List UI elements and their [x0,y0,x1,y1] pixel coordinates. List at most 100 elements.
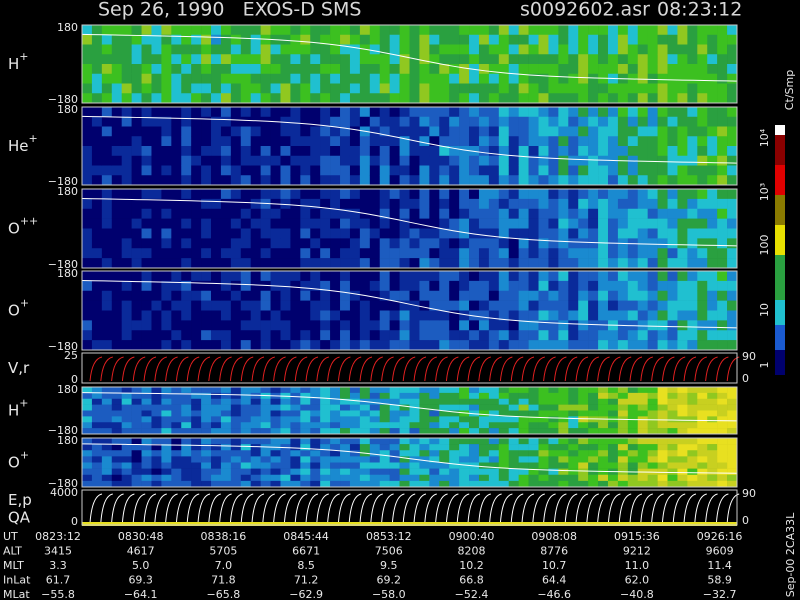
spectrogram-cell [617,54,629,65]
spectrogram-cell [82,392,93,400]
spectrogram-cell [707,54,718,65]
spectrogram-cell [171,25,182,36]
spectrogram-cell [568,280,579,292]
spectrogram-cell [121,34,132,45]
spectrogram-cell [320,198,331,210]
spectrogram-cell [469,248,480,259]
spectrogram-cell [300,480,311,488]
spectrogram-cell [647,290,658,301]
spectrogram-cell [121,228,132,239]
spectrogram-cell [439,416,450,423]
spectrogram-cell [201,320,212,331]
spectrogram-cell [359,330,371,341]
spectrogram-cell [201,300,212,311]
spectrogram-cell [121,416,132,423]
spectrogram-cell [528,340,539,351]
spectrogram-cell [91,462,103,469]
right-tick-label: 90 [742,487,756,500]
spectrogram-cell [379,404,390,411]
file-name: s0092602.asr [520,0,650,21]
spectrogram-cell [508,300,519,311]
footer-value: 3415 [44,545,72,558]
spectrogram-cell [717,416,728,423]
spectrogram-cell [697,189,708,200]
spectrogram-cell [270,189,281,200]
spectrogram-cell [409,340,420,351]
spectrogram-cell [518,290,529,301]
spectrogram-cell [161,248,172,259]
footer-value: 7.0 [215,559,233,572]
spectrogram-cell [260,136,271,147]
spectrogram-cell [91,93,103,104]
spectrogram-cell [459,422,470,429]
spectrogram-cell [677,208,688,219]
spectrogram-cell [161,116,172,127]
ion-name: V,r [8,359,30,377]
spectrogram-cell [558,126,569,137]
spectrogram-cell [419,54,430,65]
spectrogram-cell [389,64,400,75]
spectrogram-cell [667,422,678,429]
spectrogram-cell [647,228,658,239]
spectrogram-cell [598,387,609,394]
spectrogram-cell [558,64,569,75]
spectrogram-cell [449,404,460,411]
spectrogram-cell [111,398,122,405]
spectrogram-cell [240,422,252,429]
spectrogram-cell [548,64,559,75]
spectrogram-cell [171,34,182,45]
spectrogram-cell [409,165,420,176]
spectrogram-cell [478,25,490,36]
footer-value: −55.8 [41,588,75,600]
spectrogram-cell [82,198,93,210]
spectrogram-cell [677,218,688,229]
spectrogram-cell [250,398,261,405]
spectrogram-cell [488,165,500,176]
spectrogram-cell [707,238,718,249]
spectrogram-cell [201,480,212,488]
spectrogram-cell [349,73,361,84]
spectrogram-cell [588,64,599,75]
spectrogram-cell [320,422,331,429]
spectrogram-cell [349,136,361,147]
spectrogram-cell [558,271,569,282]
spectrogram-cell [349,398,361,405]
spectrogram-cell [131,410,142,417]
spectrogram-cell [627,136,639,147]
spectrogram-cell [320,450,331,457]
spectrogram-cell [727,228,738,239]
spectrogram-cell [340,238,351,249]
spectrogram-cell [340,428,351,435]
spectrogram-cell [727,165,738,176]
spectrogram-cell [508,340,519,351]
left-tick-label: 180 [57,267,78,280]
spectrogram-cell [211,271,222,282]
spectrogram-cell [310,416,321,423]
spectrogram-cell [637,290,648,301]
spectrogram-cell [240,155,252,166]
spectrogram-cell [657,462,668,469]
spectrogram-cell [727,468,738,476]
spectrogram-cell [677,428,688,435]
spectrogram-cell [141,280,152,292]
spectrogram-cell [121,93,132,104]
spectrogram-cell [330,398,341,405]
spectrogram-cell [330,208,341,219]
spectrogram-cell [657,93,668,104]
spectrogram-cell [508,271,519,282]
spectrogram-cell [558,146,569,157]
spectrogram-cell [687,64,698,75]
spectrogram-cell [697,258,708,269]
spectrogram-cell [687,208,698,219]
spectrogram-cell [230,146,242,157]
spectrogram-cell [627,198,639,210]
spectrogram-cell [389,107,400,118]
spectrogram-cell [518,208,529,219]
spectrogram-cell [121,404,132,411]
spectrogram-cell [697,450,708,457]
spectrogram-cell [91,54,103,65]
spectrogram-cell [568,480,579,488]
spectrogram-cell [439,218,450,229]
spectrogram-cell [439,83,450,94]
spectrogram-cell [340,107,351,118]
